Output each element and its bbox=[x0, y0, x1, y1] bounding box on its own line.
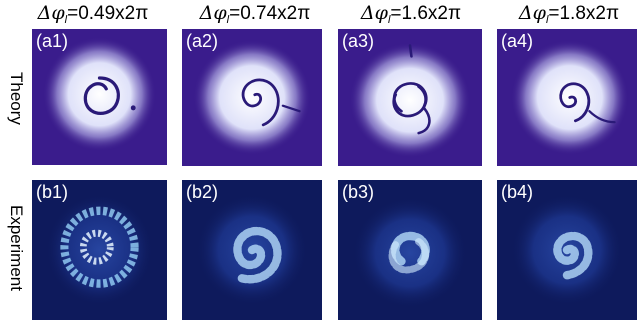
theory-image-a1 bbox=[32, 29, 167, 165]
experiment-image-b4 bbox=[497, 180, 637, 320]
panel-label-b3: (b3) bbox=[342, 182, 375, 202]
experiment-image-b3 bbox=[338, 180, 482, 320]
panel-label-a2: (a2) bbox=[186, 31, 219, 51]
theory-image-a2 bbox=[182, 29, 322, 166]
panel-b3: (b3) bbox=[338, 180, 482, 320]
panel-a1: (a1) bbox=[32, 29, 167, 165]
experiment-image-b2 bbox=[182, 180, 322, 320]
column-title-4: Δφl=1.8x2π bbox=[518, 2, 620, 26]
column-title-1: Δφl=0.49x2π bbox=[37, 2, 149, 26]
panel-a3: (a3) bbox=[338, 29, 482, 166]
panel-b4: (b4) bbox=[497, 180, 637, 320]
panel-label-b4: (b4) bbox=[501, 182, 534, 202]
experiment-image-b1 bbox=[32, 180, 167, 320]
panel-label-a1: (a1) bbox=[36, 31, 69, 51]
column-title-3: Δφl=1.6x2π bbox=[360, 2, 462, 26]
theory-image-a4 bbox=[497, 29, 637, 166]
theory-image-a3 bbox=[338, 29, 482, 166]
panel-a4: (a4) bbox=[497, 29, 637, 166]
panel-label-b1: (b1) bbox=[36, 182, 69, 202]
row-label-theory: Theory bbox=[7, 71, 26, 125]
panel-label-a4: (a4) bbox=[501, 31, 534, 51]
column-title-2: Δφl=0.74x2π bbox=[199, 2, 311, 26]
panel-a2: (a2) bbox=[182, 29, 322, 166]
panel-b1: (b1) bbox=[32, 180, 167, 320]
panel-label-a3: (a3) bbox=[342, 31, 375, 51]
panel-b2: (b2) bbox=[182, 180, 322, 320]
row-label-experiment: Experiment bbox=[7, 204, 26, 291]
panel-label-b2: (b2) bbox=[186, 182, 219, 202]
